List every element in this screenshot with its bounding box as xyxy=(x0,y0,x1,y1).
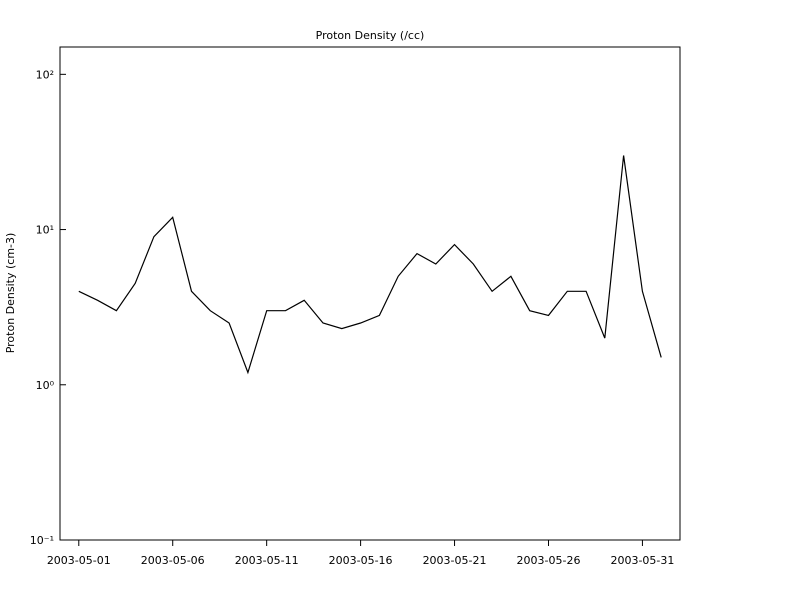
plot-frame xyxy=(59,46,681,541)
x-tick-label: 2003-05-01 xyxy=(47,554,111,567)
y-axis-label: Proton Density (cm-3) xyxy=(4,233,17,354)
x-tick-label: 2003-05-16 xyxy=(329,554,393,567)
y-tick-label: 10⁻¹ xyxy=(30,534,54,547)
x-tick-label: 2003-05-31 xyxy=(610,554,674,567)
x-tick-label: 2003-05-11 xyxy=(235,554,299,567)
y-tick-label: 10² xyxy=(36,68,54,81)
x-tick-label: 2003-05-26 xyxy=(517,554,581,567)
y-tick-label: 10⁰ xyxy=(36,379,55,392)
y-tick-label: 10¹ xyxy=(36,224,54,237)
chart-title: Proton Density (/cc) xyxy=(316,29,425,42)
data-line xyxy=(78,155,662,375)
x-tick-label: 2003-05-06 xyxy=(141,554,205,567)
x-tick-label: 2003-05-21 xyxy=(423,554,487,567)
